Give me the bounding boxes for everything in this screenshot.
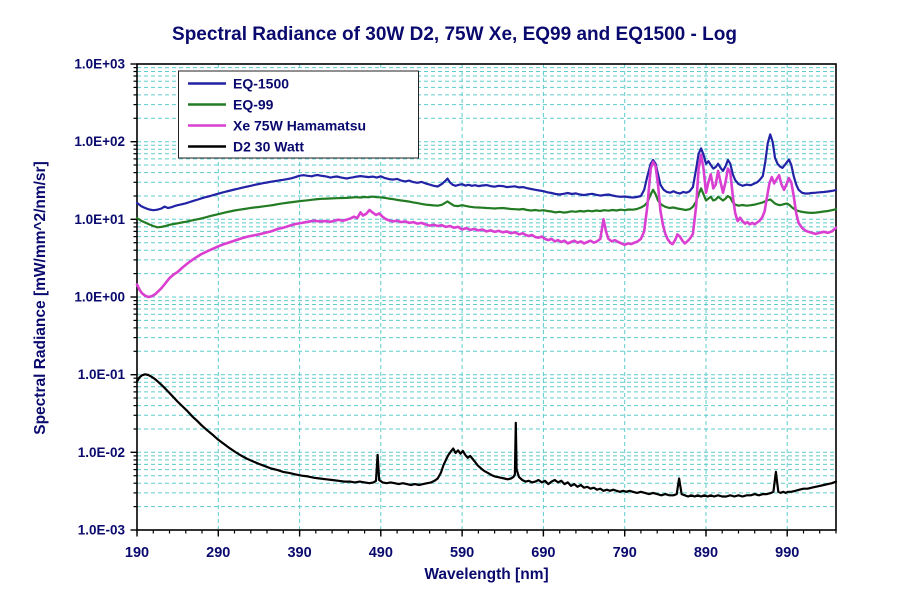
legend-label-4: D2 30 Watt xyxy=(233,139,304,155)
x-axis-label: Wavelength [nm] xyxy=(424,566,549,583)
y-tick-label: 1.0E-02 xyxy=(78,445,125,460)
x-tick-label: 290 xyxy=(206,545,230,561)
legend-label-2: EQ-99 xyxy=(233,97,274,113)
series-line-d2-30-watt xyxy=(135,373,838,498)
series-line-eq-1500 xyxy=(135,133,838,212)
y-tick-label: 1.0E-03 xyxy=(78,523,126,538)
y-tick-label: 1.0E-01 xyxy=(78,367,126,382)
chart-title: Spectral Radiance of 30W D2, 75W Xe, EQ9… xyxy=(172,24,737,45)
x-tick-label: 390 xyxy=(287,545,311,561)
x-tick-label: 190 xyxy=(125,545,149,561)
x-tick-label: 790 xyxy=(613,545,637,561)
y-tick-label: 1.0E+02 xyxy=(74,134,125,149)
x-tick-label: 590 xyxy=(450,545,474,561)
y-axis-label: Spectral Radiance [mW/mm^2/nm/sr] xyxy=(32,161,49,435)
legend-label-1: EQ-1500 xyxy=(233,76,289,92)
x-tick-label: 690 xyxy=(531,545,555,561)
series-line-eq-99 xyxy=(135,187,838,229)
legend-label-3: Xe 75W Hamamatsu xyxy=(233,118,366,134)
series-line-xe-75w-hamamatsu xyxy=(135,153,838,299)
y-tick-label: 1.0E+00 xyxy=(74,290,125,305)
x-tick-label: 490 xyxy=(369,545,393,561)
legend-box xyxy=(178,70,419,159)
y-tick-label: 1.0E+03 xyxy=(74,57,125,72)
x-tick-label: 890 xyxy=(694,545,718,561)
y-tick-label: 1.0E+01 xyxy=(74,212,125,227)
x-tick-label: 990 xyxy=(775,545,799,561)
